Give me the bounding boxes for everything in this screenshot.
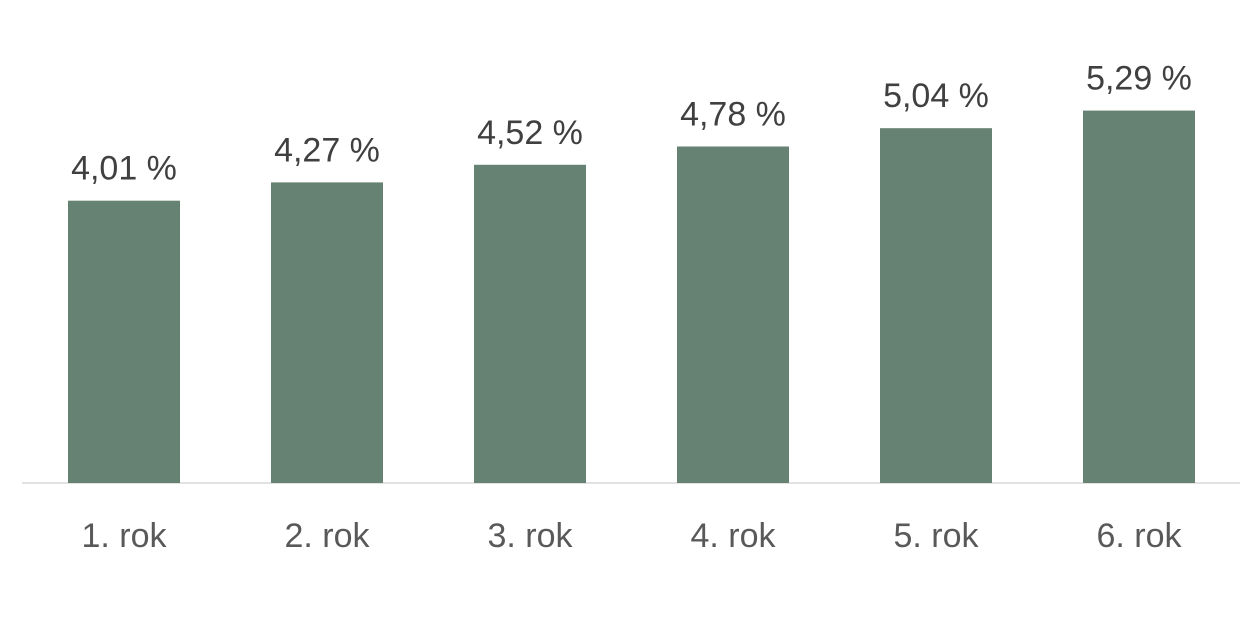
value-label: 5,29 %	[1086, 60, 1192, 98]
x-tick-label: 3. rok	[487, 517, 573, 555]
value-label: 4,27 %	[274, 131, 380, 169]
value-label: 5,04 %	[883, 77, 989, 115]
x-tick-label: 4. rok	[690, 517, 776, 555]
bar	[474, 164, 586, 484]
bar	[68, 200, 180, 484]
bar	[1083, 110, 1195, 484]
x-tick-label: 6. rok	[1096, 517, 1182, 555]
value-label: 4,01 %	[71, 150, 177, 188]
x-tick-label: 5. rok	[893, 517, 979, 555]
x-tick-label: 2. rok	[284, 517, 370, 555]
bar	[677, 146, 789, 483]
bar	[271, 182, 383, 483]
value-label: 4,52 %	[477, 114, 583, 152]
x-tick-label: 1. rok	[81, 517, 167, 555]
bar	[880, 128, 992, 483]
value-label: 4,78 %	[680, 95, 786, 133]
